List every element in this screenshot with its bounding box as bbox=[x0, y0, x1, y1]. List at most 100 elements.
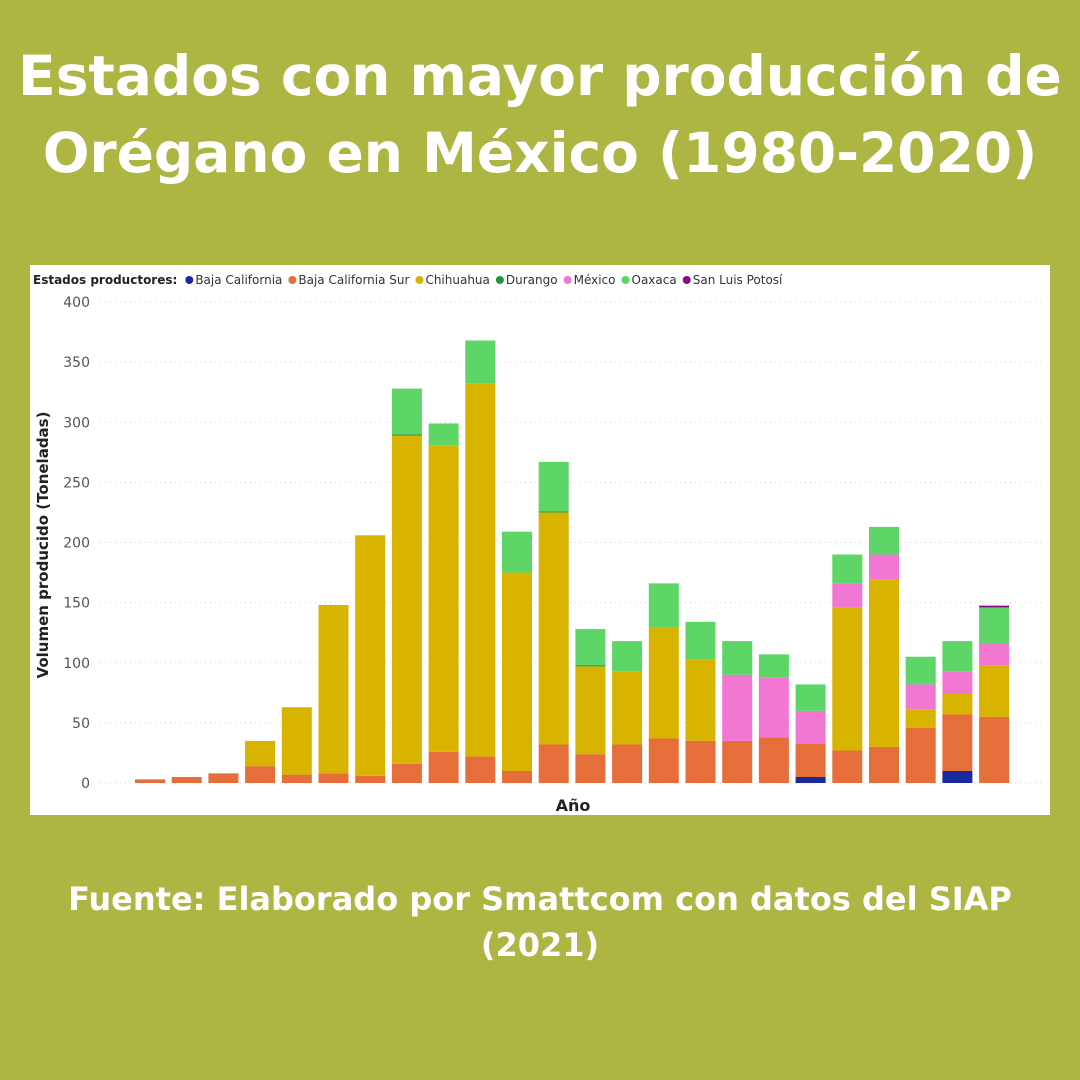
bar-segment bbox=[685, 621, 716, 660]
bar-segment bbox=[465, 756, 496, 783]
bar-segment bbox=[612, 641, 643, 672]
legend-marker bbox=[621, 276, 630, 284]
legend-marker bbox=[682, 276, 691, 284]
bar-segment bbox=[979, 643, 1010, 666]
bar-segment bbox=[942, 714, 973, 771]
legend-item: Chihuahua bbox=[425, 273, 489, 287]
bar-segment bbox=[758, 677, 789, 738]
page-title: Estados con mayor producción de Orégano … bbox=[18, 44, 1062, 185]
legend-item: Durango bbox=[506, 273, 558, 287]
bar-segment bbox=[355, 535, 386, 776]
x-axis-label: Año bbox=[556, 796, 591, 815]
bar-segment bbox=[869, 526, 899, 555]
bar-segment bbox=[245, 740, 276, 767]
bar-segment bbox=[795, 710, 826, 744]
y-tick-label: 200 bbox=[63, 536, 90, 552]
bar-segment bbox=[795, 776, 826, 783]
bar-segment bbox=[245, 766, 276, 783]
bar-segment bbox=[869, 579, 899, 747]
bar-segment bbox=[428, 423, 459, 446]
bar-segment bbox=[208, 773, 239, 783]
legend-marker bbox=[288, 276, 297, 284]
bar-segment bbox=[465, 340, 496, 384]
bar-segment bbox=[318, 605, 349, 774]
bar-segment bbox=[648, 738, 679, 783]
bar-segment bbox=[612, 744, 643, 783]
bar-segment bbox=[318, 773, 349, 783]
bar-segment bbox=[979, 607, 1010, 644]
legend-title: Estados productores: bbox=[33, 273, 177, 287]
bar-segment bbox=[355, 775, 386, 783]
bar-segment bbox=[502, 572, 532, 771]
y-tick-label: 400 bbox=[63, 295, 90, 311]
legend-item: Baja California Sur bbox=[298, 273, 409, 287]
bar-segment bbox=[722, 641, 753, 675]
bar-segment bbox=[942, 641, 973, 672]
stacked-bar-chart: 0 50 100 150 200 250 300 350 400 Estados producto… bbox=[33, 273, 1045, 815]
bar-segment bbox=[722, 674, 753, 741]
legend-item: San Luis Potosí bbox=[693, 273, 783, 287]
bar-segment bbox=[648, 627, 679, 739]
source-note: Fuente: Elaborado por Smattcom con datos… bbox=[68, 880, 1012, 964]
bar-segment bbox=[758, 654, 789, 678]
bar-segment bbox=[575, 754, 606, 783]
bar-segment bbox=[722, 740, 753, 783]
bar-segment bbox=[538, 461, 569, 512]
bar-segment bbox=[135, 779, 165, 783]
y-tick-label: 350 bbox=[63, 355, 90, 371]
chart-container: 0 50 100 150 200 250 300 350 400 Estados producto… bbox=[30, 265, 1050, 815]
bar-segment bbox=[648, 583, 679, 628]
y-tick-label: 0 bbox=[81, 776, 90, 792]
bar-segment bbox=[758, 737, 789, 783]
bar-segment bbox=[795, 743, 826, 777]
bar-segment bbox=[979, 716, 1010, 783]
legend-marker bbox=[563, 276, 572, 284]
legend-marker bbox=[495, 276, 504, 284]
bar-segment bbox=[465, 383, 496, 757]
bar-segment bbox=[685, 659, 716, 741]
bar-segment bbox=[942, 671, 973, 695]
bar-segment bbox=[942, 694, 973, 715]
bar-segment bbox=[391, 763, 422, 783]
y-tick-label: 250 bbox=[63, 475, 90, 491]
bar-segment bbox=[391, 434, 422, 436]
legend-marker bbox=[415, 276, 424, 284]
bar-segment bbox=[905, 684, 936, 710]
bar-segment bbox=[832, 750, 863, 783]
legend-marker bbox=[185, 276, 194, 284]
bar-segment bbox=[832, 554, 863, 584]
bar-segment bbox=[905, 727, 936, 783]
bar-segment bbox=[832, 583, 863, 608]
bar-segment bbox=[502, 531, 532, 573]
y-tick-label: 50 bbox=[72, 716, 90, 732]
bar-segment bbox=[575, 666, 606, 755]
bar-segment bbox=[979, 665, 1010, 717]
bar-segment bbox=[171, 776, 202, 783]
bar-segment bbox=[502, 770, 532, 783]
bar-segment bbox=[538, 511, 569, 513]
y-tick-label: 100 bbox=[63, 656, 90, 672]
bar-segment bbox=[538, 512, 569, 745]
bar-segment bbox=[612, 671, 643, 745]
bar-segment bbox=[575, 629, 606, 666]
legend-item: Baja California bbox=[195, 273, 282, 287]
bar-segment bbox=[281, 707, 312, 775]
bar-segment bbox=[905, 656, 936, 685]
y-tick-label: 300 bbox=[63, 415, 90, 431]
bar-segment bbox=[391, 435, 422, 764]
bar-segment bbox=[869, 554, 899, 580]
legend-item: Oaxaca bbox=[632, 273, 677, 287]
bar-segment bbox=[575, 665, 606, 667]
bar-segment bbox=[832, 607, 863, 751]
bar-segment bbox=[942, 770, 973, 783]
bar-segment bbox=[905, 709, 936, 728]
bar-segment bbox=[281, 774, 312, 783]
bar-segment bbox=[428, 751, 459, 783]
bar-segment bbox=[538, 744, 569, 783]
legend-item: México bbox=[574, 273, 616, 287]
bar-segment bbox=[979, 605, 1010, 608]
bar-segment bbox=[685, 740, 716, 783]
bar-segment bbox=[428, 445, 459, 752]
bar-segment bbox=[391, 388, 422, 435]
y-tick-label: 150 bbox=[63, 596, 90, 612]
